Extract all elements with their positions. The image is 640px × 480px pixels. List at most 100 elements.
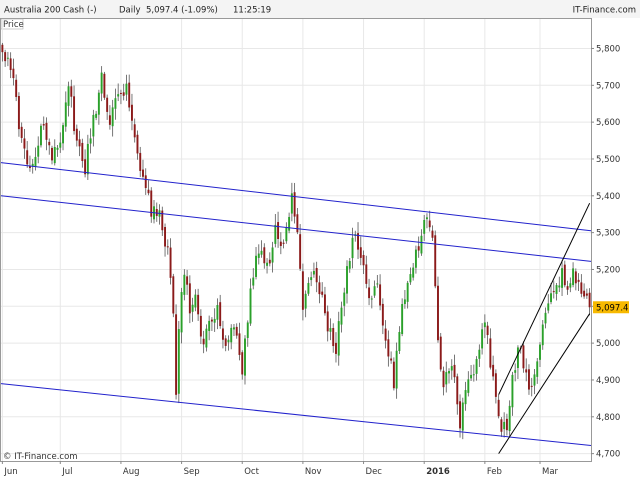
candle (318, 275, 321, 304)
candle-body (321, 291, 324, 295)
candle-body (227, 339, 230, 343)
candle (550, 282, 552, 305)
gridlines (1, 19, 591, 461)
panel-label-box (0, 18, 24, 30)
candle (577, 273, 580, 292)
candle (128, 74, 131, 112)
candle-body (114, 98, 117, 109)
x-tick-label: Sep (184, 467, 200, 477)
candle-body (373, 286, 376, 296)
candle (475, 356, 478, 381)
candle (464, 381, 467, 411)
candle-body (323, 294, 326, 314)
candle (555, 283, 558, 301)
candle-body (97, 92, 100, 115)
candle (580, 274, 583, 298)
candle-body (28, 165, 31, 169)
candle-body (73, 96, 76, 132)
candle-body (205, 328, 208, 348)
candle-body (288, 216, 291, 231)
candle-body (555, 285, 558, 294)
candle (23, 128, 26, 159)
candle (277, 211, 280, 248)
candle (40, 123, 42, 148)
candle-body (561, 268, 564, 288)
candle (437, 276, 439, 343)
candle (208, 315, 211, 341)
candle-body (428, 220, 431, 228)
candle (569, 277, 572, 293)
candle (119, 89, 122, 105)
candle-body (492, 364, 495, 377)
candle (227, 335, 230, 351)
candle (166, 239, 169, 255)
time-label: 11:25:19 (233, 6, 271, 16)
candle-body (552, 291, 555, 293)
candle (428, 210, 431, 232)
candle-body (139, 152, 142, 171)
candle-body (274, 224, 277, 244)
candle-body (282, 242, 285, 244)
candle-body (89, 138, 92, 144)
candle-body (75, 128, 78, 141)
candle-body (359, 247, 362, 258)
x-tick-label: Dec (366, 467, 383, 477)
candle-body (574, 271, 577, 284)
y-tick-label: 5,300 (596, 229, 620, 239)
candle (103, 71, 106, 100)
candle-body (169, 247, 172, 278)
candle-body (569, 283, 572, 288)
candle-body (585, 293, 588, 296)
candle-body (117, 94, 120, 97)
candle (241, 350, 244, 380)
candle (561, 260, 564, 296)
candle-body (516, 347, 519, 368)
candle-body (277, 222, 280, 239)
candle (59, 132, 62, 153)
x-tick-label: Oct (244, 467, 259, 477)
candle-body (384, 328, 387, 341)
candle (376, 274, 379, 288)
candle-body (210, 319, 213, 322)
candle-body (403, 299, 406, 305)
brand-label: IT-Finance.com (573, 6, 636, 16)
candle (125, 74, 128, 101)
candle (1, 42, 4, 62)
candle (505, 413, 508, 436)
candle-body (271, 247, 274, 263)
candle-body (249, 288, 252, 324)
candle-body (48, 141, 51, 146)
candle-body (299, 234, 302, 269)
candle-body (494, 373, 497, 397)
candle-body (244, 338, 246, 376)
candle-body (489, 338, 492, 368)
candle (450, 359, 453, 380)
candle-body (351, 237, 354, 259)
candle-body (304, 293, 307, 309)
candle-body (130, 104, 133, 121)
candle-body (337, 321, 340, 356)
candle-body (420, 235, 423, 254)
candle-body (580, 282, 583, 294)
candle-body (183, 274, 186, 295)
candle-body (528, 369, 530, 390)
candle (73, 85, 76, 135)
candle-body (566, 286, 569, 290)
candle-body (442, 370, 445, 388)
trend-line-rising-channel-top (498, 202, 591, 395)
candle-body (263, 247, 266, 264)
candle-body (459, 401, 462, 429)
candle-body (175, 314, 178, 395)
candle-body (177, 329, 180, 394)
candle-body (318, 282, 321, 295)
candle (337, 311, 340, 366)
candle-body (472, 374, 475, 376)
candle-body (279, 241, 282, 246)
candle-body (536, 361, 539, 377)
candle-body (434, 235, 437, 287)
candle (412, 262, 415, 281)
candle (381, 298, 384, 335)
candle (459, 394, 462, 438)
candle-body (164, 227, 167, 247)
